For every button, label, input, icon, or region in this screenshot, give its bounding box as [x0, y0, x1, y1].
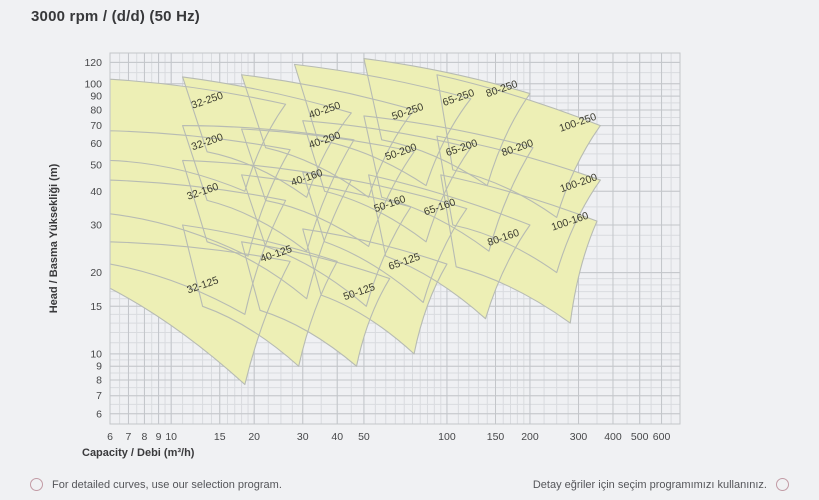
svg-text:20: 20: [90, 267, 102, 279]
plot-border: [109, 52, 681, 425]
region-outlines: [110, 57, 601, 386]
footer-note-left: For detailed curves, use our selection p…: [30, 478, 282, 491]
svg-text:60: 60: [90, 138, 102, 150]
svg-text:100: 100: [438, 431, 456, 443]
footer-note-left-text: For detailed curves, use our selection p…: [52, 478, 282, 491]
footer-note-right: Detay eğriler için seçim programımızı ku…: [533, 478, 789, 491]
x-axis-title: Capacity / Debi (m³/h): [82, 447, 195, 459]
svg-text:90: 90: [90, 91, 102, 103]
svg-text:6: 6: [107, 431, 113, 443]
footer-note-right-text: Detay eğriler için seçim programımızı ku…: [532, 478, 767, 491]
x-tick-labels: 6 7 8 9 10 15 20 30 40 50 100 150 200 300 400 500 600: [107, 431, 670, 443]
svg-text:50: 50: [358, 431, 370, 443]
svg-text:70: 70: [90, 120, 102, 132]
svg-text:10: 10: [165, 431, 177, 443]
svg-text:600: 600: [653, 431, 671, 443]
svg-text:80: 80: [90, 104, 102, 116]
y-axis-title: Head / Basma Yüksekliği (m): [48, 163, 60, 313]
svg-text:30: 30: [297, 431, 309, 443]
svg-text:120: 120: [84, 57, 102, 69]
footer: For detailed curves, use our selection p…: [0, 478, 819, 491]
svg-text:150: 150: [487, 431, 505, 443]
svg-text:8: 8: [142, 431, 148, 443]
svg-text:200: 200: [521, 431, 539, 443]
svg-text:8: 8: [96, 375, 102, 387]
svg-text:7: 7: [126, 431, 132, 443]
svg-text:40: 40: [90, 186, 102, 198]
page-title: 3000 rpm / (d/d) (50 Hz): [31, 8, 201, 25]
svg-text:400: 400: [604, 431, 622, 443]
svg-text:6: 6: [96, 408, 102, 420]
svg-text:30: 30: [90, 220, 102, 232]
svg-text:9: 9: [96, 361, 102, 373]
svg-text:9: 9: [156, 431, 162, 443]
bullet-circle-icon: [776, 478, 789, 491]
svg-text:15: 15: [90, 301, 102, 313]
svg-text:10: 10: [90, 348, 102, 360]
svg-text:100: 100: [84, 78, 102, 90]
svg-text:50: 50: [90, 160, 102, 172]
svg-text:20: 20: [248, 431, 260, 443]
svg-text:40: 40: [331, 431, 343, 443]
svg-text:500: 500: [631, 431, 649, 443]
svg-text:7: 7: [96, 390, 102, 402]
svg-text:300: 300: [570, 431, 588, 443]
bullet-circle-icon: [30, 478, 43, 491]
svg-text:15: 15: [214, 431, 226, 443]
